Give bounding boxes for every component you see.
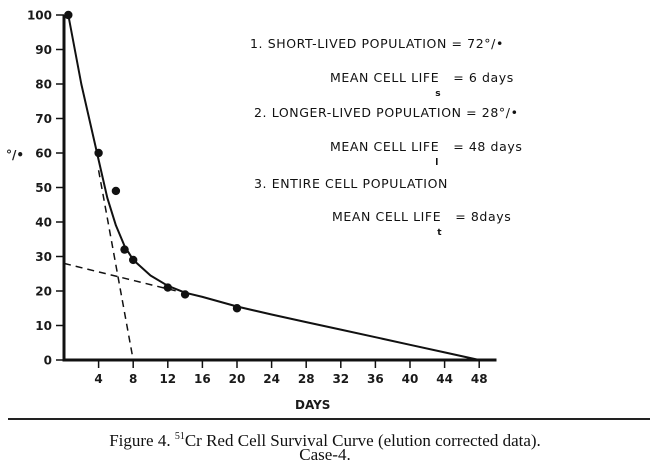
x-tick-label: 40	[402, 372, 419, 386]
x-tick-label: 24	[263, 372, 280, 386]
annotation-subscript: l	[435, 158, 438, 168]
data-point	[163, 283, 172, 292]
x-tick-label: 44	[436, 372, 453, 386]
data-point	[232, 304, 242, 313]
x-tick-label: 12	[159, 372, 176, 386]
caption-title: Cr Red Cell Survival Curve (elution corr…	[184, 431, 541, 450]
annotation-value: = 48 days	[453, 139, 522, 154]
x-tick-label: 8	[129, 372, 137, 386]
y-tick-label: 50	[35, 181, 52, 195]
x-tick-label: 32	[332, 372, 349, 386]
x-axis-title: DAYS	[295, 398, 330, 412]
y-tick-label: 10	[35, 319, 52, 333]
y-tick-label: 30	[35, 250, 52, 264]
annotation-line: MEAN CELL LIFE	[330, 70, 439, 85]
annotation-value: = 6 days	[453, 70, 514, 85]
annotation-line: 3. ENTIRE CELL POPULATION	[254, 176, 448, 191]
annotation-line: 1. SHORT-LIVED POPULATION = 72°/•	[250, 36, 504, 51]
axes	[56, 14, 497, 368]
caption-figure-number: Figure 4.	[109, 431, 175, 450]
x-tick-label: 36	[367, 372, 384, 386]
y-tick-label: 70	[35, 112, 52, 126]
annotation-subscript: t	[437, 228, 442, 238]
data-point	[111, 186, 121, 196]
y-tick-label: 60	[35, 147, 52, 161]
data-point	[94, 148, 103, 158]
dashed-extrapolation-line	[97, 170, 134, 361]
x-tick-label: 4	[94, 372, 102, 386]
data-points	[64, 10, 242, 313]
y-tick-label: 80	[35, 78, 52, 92]
caption-separator	[8, 418, 650, 420]
y-tick-label: 20	[35, 285, 52, 299]
data-point	[120, 245, 129, 254]
y-tick-label: 40	[35, 216, 52, 230]
figure-caption-line1: Figure 4. 51Cr Red Cell Survival Curve (…	[0, 428, 650, 450]
annotation-block: 1. SHORT-LIVED POPULATION = 72°/• MEAN CE…	[250, 36, 522, 238]
annotation-line: MEAN CELL LIFE	[332, 209, 441, 224]
x-tick-label: 48	[471, 372, 488, 386]
x-tick-label: 16	[194, 372, 211, 386]
x-tick-label: 28	[298, 372, 315, 386]
annotation-line: MEAN CELL LIFE	[330, 139, 439, 154]
data-point	[129, 255, 138, 265]
annotation-subscript: s	[435, 89, 440, 99]
x-tick-label: 20	[229, 372, 246, 386]
figure-caption-line2: Case-4.	[299, 445, 351, 464]
y-tick-label: 100	[27, 9, 52, 23]
y-axis-title: °/•	[6, 148, 24, 162]
caption-isotope-superscript: 51	[174, 431, 185, 442]
data-point	[180, 290, 190, 299]
y-tick-label: 90	[35, 43, 52, 57]
annotation-value: = 8days	[455, 209, 511, 224]
data-point	[64, 10, 73, 20]
y-tick-label: 0	[44, 354, 52, 368]
dashed-extrapolation-line	[63, 262, 177, 292]
annotation-line: 2. LONGER-LIVED POPULATION = 28°/•	[254, 105, 519, 120]
